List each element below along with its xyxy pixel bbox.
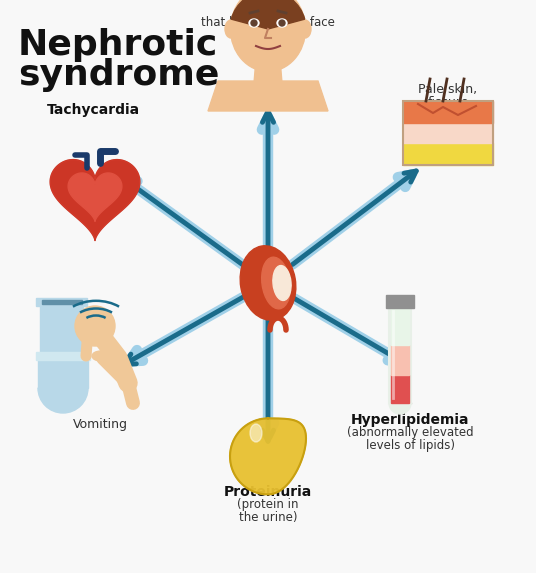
Wedge shape	[389, 403, 411, 414]
Text: Tachycardia: Tachycardia	[47, 103, 139, 117]
Polygon shape	[208, 81, 328, 111]
Ellipse shape	[92, 351, 110, 361]
Text: levels of lipids): levels of lipids)	[366, 439, 455, 452]
Polygon shape	[403, 123, 493, 143]
Text: that begins in the face: that begins in the face	[201, 16, 335, 29]
Polygon shape	[40, 303, 83, 358]
Ellipse shape	[277, 19, 287, 27]
Text: Proteinuria: Proteinuria	[224, 485, 312, 499]
Polygon shape	[391, 345, 409, 375]
Polygon shape	[230, 418, 306, 494]
Polygon shape	[50, 160, 140, 241]
Ellipse shape	[240, 246, 296, 320]
Circle shape	[75, 306, 115, 346]
Polygon shape	[68, 173, 122, 222]
Polygon shape	[36, 352, 90, 360]
Ellipse shape	[225, 20, 237, 38]
Text: Pale skin,: Pale skin,	[419, 83, 478, 96]
Ellipse shape	[250, 424, 262, 442]
Ellipse shape	[230, 0, 306, 72]
Text: the urine): the urine)	[239, 511, 297, 524]
Polygon shape	[50, 160, 140, 241]
Ellipse shape	[262, 257, 291, 309]
Text: (abnormally elevated: (abnormally elevated	[347, 426, 473, 439]
Ellipse shape	[249, 19, 259, 27]
Ellipse shape	[273, 265, 291, 300]
Text: Nephrotic: Nephrotic	[18, 28, 218, 62]
Polygon shape	[42, 300, 82, 304]
Text: fissure: fissure	[427, 96, 469, 109]
Polygon shape	[389, 303, 411, 403]
Polygon shape	[403, 143, 493, 165]
Ellipse shape	[299, 20, 311, 38]
Polygon shape	[38, 356, 88, 388]
Polygon shape	[403, 101, 493, 123]
Text: (protein in: (protein in	[237, 498, 299, 511]
Text: Hyperlipidemia: Hyperlipidemia	[351, 413, 469, 427]
Wedge shape	[38, 388, 88, 413]
Wedge shape	[232, 0, 304, 29]
Text: Vomiting: Vomiting	[72, 418, 128, 431]
Ellipse shape	[279, 20, 285, 26]
Polygon shape	[391, 375, 409, 403]
Text: Edema: Edema	[242, 3, 294, 17]
Polygon shape	[254, 59, 282, 83]
Text: syndrome: syndrome	[18, 58, 219, 92]
Polygon shape	[391, 308, 409, 345]
Polygon shape	[36, 298, 87, 306]
Polygon shape	[386, 295, 414, 308]
Ellipse shape	[251, 20, 257, 26]
